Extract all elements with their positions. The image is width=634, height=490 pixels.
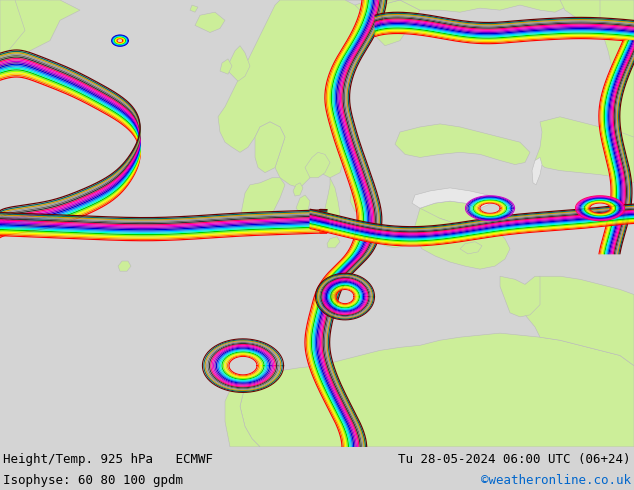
Polygon shape [420, 201, 490, 225]
Polygon shape [412, 188, 492, 208]
Polygon shape [293, 183, 303, 196]
Polygon shape [305, 152, 330, 178]
Polygon shape [345, 0, 570, 12]
Polygon shape [220, 59, 232, 74]
Polygon shape [350, 178, 370, 215]
Polygon shape [0, 0, 25, 61]
Polygon shape [218, 0, 375, 188]
Polygon shape [296, 195, 310, 215]
Text: ©weatheronline.co.uk: ©weatheronline.co.uk [481, 474, 631, 488]
Polygon shape [378, 232, 410, 248]
Polygon shape [520, 276, 634, 366]
Polygon shape [325, 178, 340, 228]
Polygon shape [532, 157, 542, 185]
Polygon shape [195, 12, 225, 32]
Polygon shape [395, 124, 530, 165]
Text: Height/Temp. 925 hPa   ECMWF: Height/Temp. 925 hPa ECMWF [3, 453, 213, 466]
Text: Tu 28-05-2024 06:00 UTC (06+24): Tu 28-05-2024 06:00 UTC (06+24) [399, 453, 631, 466]
Polygon shape [560, 0, 634, 41]
Polygon shape [190, 5, 198, 12]
Polygon shape [255, 122, 285, 172]
Polygon shape [118, 261, 131, 271]
Polygon shape [215, 373, 226, 381]
Polygon shape [327, 237, 340, 248]
Polygon shape [0, 0, 80, 71]
Polygon shape [460, 242, 482, 254]
Polygon shape [600, 0, 634, 142]
Polygon shape [535, 117, 634, 183]
Polygon shape [228, 46, 250, 81]
Polygon shape [240, 333, 634, 447]
Polygon shape [500, 276, 540, 317]
Text: Isophyse: 60 80 100 gpdm: Isophyse: 60 80 100 gpdm [3, 474, 183, 488]
Polygon shape [355, 0, 420, 46]
Polygon shape [225, 381, 260, 447]
Polygon shape [240, 178, 285, 234]
Polygon shape [415, 208, 510, 269]
